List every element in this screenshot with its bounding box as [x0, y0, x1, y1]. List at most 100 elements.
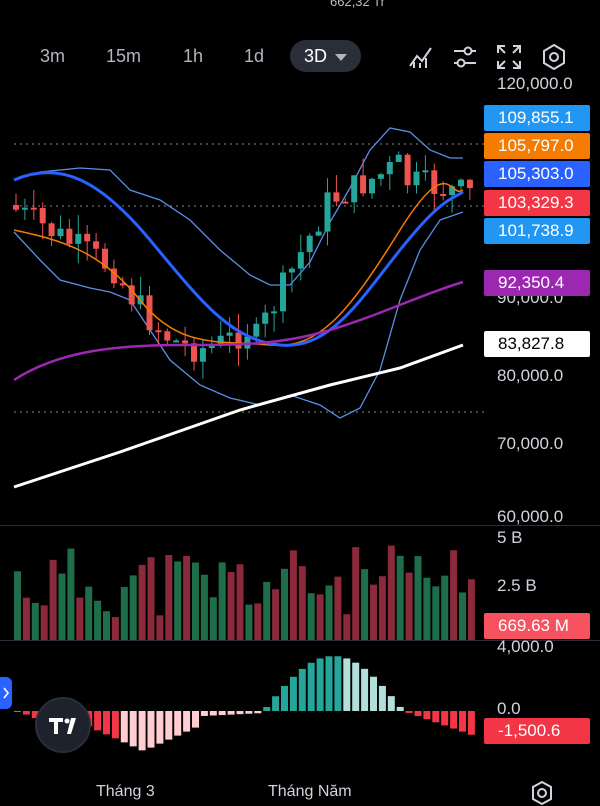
gear-icon[interactable] [541, 44, 567, 70]
candle-body [306, 235, 313, 253]
macd-bar [334, 656, 342, 711]
volume-bar [94, 600, 102, 640]
volume-bar [361, 569, 369, 640]
macd-bar [254, 711, 262, 714]
volume-chart[interactable] [0, 528, 490, 640]
candle-body [360, 175, 367, 194]
candle-body [288, 268, 295, 273]
candle-body [30, 207, 37, 210]
volume-bar [325, 585, 333, 640]
candle-body [84, 233, 91, 242]
candle-body [199, 348, 206, 362]
ma-long-line [13, 280, 464, 382]
price-tick-60000: 60,000.0 [497, 507, 564, 526]
macd-tick-0: 0.0 [497, 699, 521, 718]
ema-short-line [13, 182, 464, 347]
volume-tick-5b: 5 B [497, 528, 523, 547]
macd-bar [156, 711, 164, 744]
candle-body [404, 154, 411, 186]
volume-bar [67, 548, 75, 640]
chart-settings-gear-icon[interactable] [529, 780, 555, 806]
timeframe-15m[interactable]: 15m [106, 46, 142, 66]
macd-bar [200, 711, 208, 716]
volume-bar [14, 571, 21, 640]
timeframe-bar: 3m 15m 1h 1d 3D [0, 34, 600, 78]
macd-bar [218, 711, 226, 716]
candle-body [102, 248, 108, 269]
volume-bar [387, 545, 395, 640]
macd-bar [94, 711, 102, 731]
volume-bar [147, 557, 155, 640]
volume-bar [289, 550, 297, 640]
timeframe-3m[interactable]: 3m [40, 46, 66, 66]
candle-body [226, 332, 233, 336]
tradingview-logo [35, 697, 91, 753]
macd-bar [192, 711, 199, 728]
volume-bar [174, 561, 182, 640]
candle-body [297, 252, 304, 269]
macd-bar [352, 662, 360, 711]
volume-bar [254, 603, 262, 640]
volume-bar [441, 575, 449, 640]
timeframe-1d[interactable]: 1d [244, 46, 265, 66]
macd-bar [396, 706, 404, 711]
volume-bar [423, 577, 431, 640]
chevron-down-icon [335, 53, 348, 61]
candle-body [182, 340, 189, 344]
price-tick-80000: 80,000.0 [497, 366, 564, 385]
candle-body [369, 178, 375, 194]
candle-body [377, 174, 384, 179]
macd-bar [227, 711, 235, 715]
macd-bar [129, 711, 137, 747]
volume-bar [103, 611, 110, 640]
candle-body [48, 223, 55, 237]
volume-bar [467, 579, 475, 640]
macd-bar [325, 656, 333, 711]
macd-bar [387, 696, 395, 711]
fullscreen-icon[interactable] [496, 44, 522, 70]
volume-bar [129, 575, 137, 640]
volume-bar [165, 555, 173, 640]
macd-bar [165, 711, 173, 740]
macd-bar [281, 686, 288, 711]
macd-bar [307, 662, 315, 711]
volume-bar [40, 605, 48, 640]
indicators-icon[interactable] [408, 44, 434, 70]
candle-body [395, 154, 402, 163]
price-chart[interactable] [0, 78, 490, 528]
volume-bar [459, 592, 466, 640]
candle-body [217, 335, 224, 346]
volume-bar [307, 593, 315, 640]
candle-body [253, 323, 260, 337]
volume-bar [263, 581, 271, 640]
x-label-thang-nam: Tháng Năm [268, 783, 352, 800]
macd-bar [138, 711, 146, 751]
pane-separator[interactable] [0, 525, 600, 526]
volume-bar [352, 547, 360, 640]
macd-bar [147, 711, 155, 748]
pane-separator-2[interactable] [0, 640, 600, 641]
candle-body [413, 171, 420, 186]
timeframe-3d-dropdown[interactable]: 3D [290, 40, 362, 72]
price-tag-bb-lower: 101,738.9 [484, 218, 590, 244]
price-tag-bb-upper: 109,855.1 [484, 105, 590, 131]
candle-body [66, 228, 73, 244]
volume-bar [378, 576, 386, 640]
price-tag-ma-200: 83,827.8 [484, 331, 590, 357]
side-panel-handle[interactable] [0, 677, 12, 709]
candle-body [13, 205, 19, 210]
volume-bar [111, 617, 119, 640]
volume-bar [334, 576, 342, 640]
volume-bar [298, 566, 306, 640]
settings-sliders-icon[interactable] [452, 44, 478, 70]
price-tag-ema-mid: 105,303.0 [484, 161, 590, 187]
volume-tag-current: 669.63 M [484, 613, 590, 639]
macd-bar [272, 696, 280, 711]
volume-bar [396, 555, 404, 640]
macd-bar [414, 711, 422, 717]
bb-lower-line [13, 211, 464, 419]
candle-body [128, 285, 135, 305]
candle-body [75, 233, 82, 244]
candle-body [173, 340, 180, 343]
timeframe-1h[interactable]: 1h [183, 46, 204, 66]
